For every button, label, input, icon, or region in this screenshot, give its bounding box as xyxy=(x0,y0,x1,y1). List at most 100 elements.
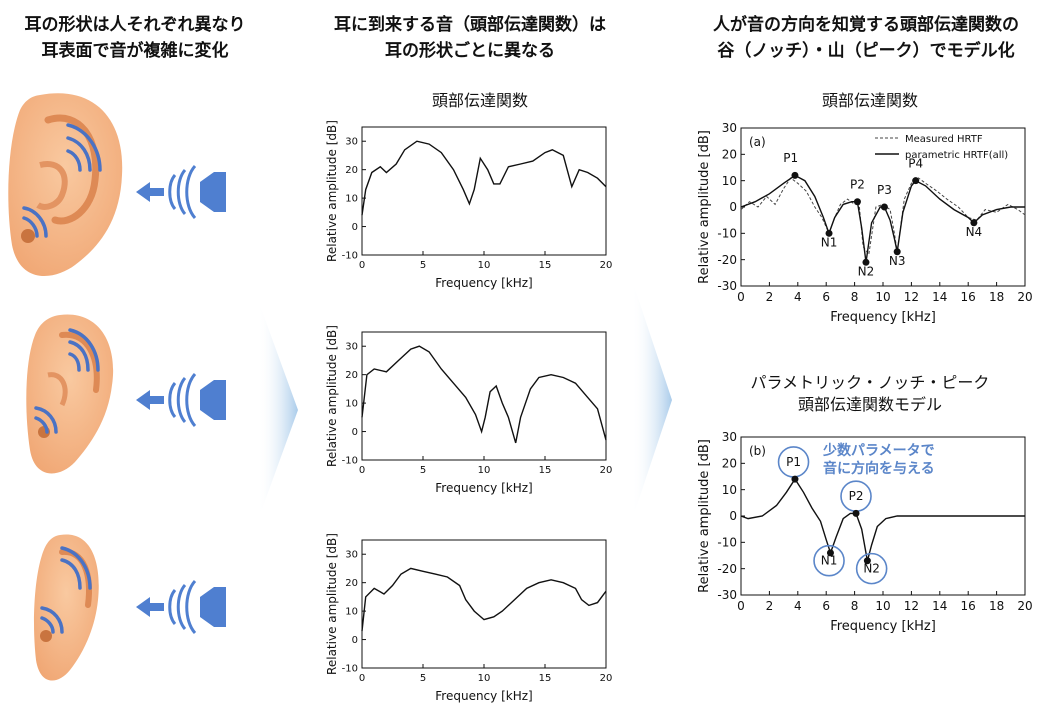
panel-label: (a) xyxy=(749,135,766,149)
x-tick-label: 4 xyxy=(794,290,802,304)
x-tick-label: 10 xyxy=(478,673,491,684)
y-tick-label: 20 xyxy=(345,165,358,176)
panel-label: (b) xyxy=(749,444,766,458)
point-marker xyxy=(880,203,888,211)
right-bottom-subhead-line1: パラメトリック・ノッチ・ピーク xyxy=(750,373,990,392)
point-highlight-circle xyxy=(813,544,845,577)
x-tick-label: 15 xyxy=(539,673,552,684)
right-heading-line1: 人が音の方向を知覚する頭部伝達関数の xyxy=(713,15,1019,35)
point-label: N4 xyxy=(966,225,983,239)
x-tick-label: 10 xyxy=(875,599,890,613)
point-marker xyxy=(852,509,860,517)
legend-entry: Measured HRTF xyxy=(905,134,983,145)
point-label: N2 xyxy=(858,264,875,278)
x-tick-label: 5 xyxy=(420,260,426,271)
series-line xyxy=(361,567,607,632)
x-tick-label: 0 xyxy=(359,465,365,476)
y-tick-label: 30 xyxy=(722,430,737,444)
point-label: N1 xyxy=(821,554,838,568)
y-tick-label: 20 xyxy=(722,457,737,471)
point-marker xyxy=(912,177,920,185)
right-top-subhead: 頭部伝達関数 xyxy=(821,91,918,110)
x-tick-label: 20 xyxy=(600,673,613,684)
point-marker xyxy=(791,171,799,179)
x-tick-label: 16 xyxy=(961,599,976,613)
x-tick-label: 20 xyxy=(600,465,613,476)
point-marker xyxy=(893,248,901,256)
y-tick-label: -10 xyxy=(717,536,737,550)
x-tick-label: 4 xyxy=(794,599,802,613)
y-axis-label: Relative amplitude [dB] xyxy=(325,533,339,675)
x-tick-label: 0 xyxy=(359,673,365,684)
x-tick-label: 18 xyxy=(989,599,1004,613)
x-tick-label: 20 xyxy=(1017,599,1032,613)
y-tick-label: 0 xyxy=(729,200,737,214)
x-tick-label: 10 xyxy=(478,260,491,271)
y-tick-label: 0 xyxy=(352,635,358,646)
x-tick-label: 2 xyxy=(766,599,774,613)
x-axis-label: Frequency [kHz] xyxy=(830,619,936,634)
chart-right-b: 0 2 4 6 8 10 12 14 16 18 20 -30 -20 -10 0 10 20 30 Frequen… xyxy=(697,430,1033,634)
series-line xyxy=(740,477,1025,561)
point-marker xyxy=(853,198,861,206)
point-label: N2 xyxy=(863,562,880,576)
y-axis-label: Relative amplitude [dB] xyxy=(697,439,712,593)
x-tick-label: 5 xyxy=(420,465,426,476)
y-tick-label: 20 xyxy=(345,578,358,589)
point-marker xyxy=(825,229,833,237)
left-heading-line2: 耳表面で音が複雑に変化 xyxy=(41,41,229,61)
annotation-text: 少数パラメータで xyxy=(822,442,935,459)
y-tick-label: 30 xyxy=(345,137,358,148)
y-tick-label: 0 xyxy=(729,509,737,523)
point-label: P2 xyxy=(850,178,865,192)
y-tick-label: 10 xyxy=(345,399,358,410)
x-tick-label: 10 xyxy=(875,290,890,304)
speaker-icon xyxy=(136,579,226,635)
x-tick-label: 12 xyxy=(904,290,919,304)
x-tick-label: 0 xyxy=(359,260,365,271)
y-tick-label: 30 xyxy=(722,121,737,135)
arrow-right-icon xyxy=(632,280,672,520)
point-marker xyxy=(791,475,799,483)
x-tick-label: 5 xyxy=(420,673,426,684)
middle-subhead: 頭部伝達関数 xyxy=(431,91,528,110)
y-tick-label: -10 xyxy=(342,456,358,467)
y-axis-label: Relative amplitude [dB] xyxy=(325,120,339,262)
x-tick-label: 18 xyxy=(989,290,1004,304)
point-marker xyxy=(862,258,870,266)
x-axis-label: Frequency [kHz] xyxy=(435,276,532,290)
x-tick-label: 20 xyxy=(600,260,613,271)
point-label: N1 xyxy=(821,236,838,250)
x-tick-label: 20 xyxy=(1017,290,1032,304)
x-tick-label: 12 xyxy=(904,599,919,613)
y-tick-label: -10 xyxy=(342,251,358,262)
y-axis-label: Relative amplitude [dB] xyxy=(325,325,339,467)
ear-icon xyxy=(8,93,123,277)
x-axis-label: Frequency [kHz] xyxy=(435,689,532,703)
speaker-icon xyxy=(136,164,226,220)
point-marker xyxy=(826,549,834,557)
point-label: P3 xyxy=(877,183,892,197)
right-bottom-subhead: パラメトリック・ノッチ・ピーク 頭部伝達関数モデル xyxy=(720,372,1020,416)
left-heading-line1: 耳の形状は人それぞれ異なり xyxy=(24,15,246,35)
x-tick-label: 6 xyxy=(822,599,830,613)
right-bottom-subhead-line2: 頭部伝達関数モデル xyxy=(797,395,942,414)
y-tick-label: 30 xyxy=(345,550,358,561)
y-tick-label: -10 xyxy=(342,664,358,675)
ear-icon xyxy=(26,314,114,474)
x-tick-label: 0 xyxy=(737,290,745,304)
y-tick-label: -20 xyxy=(717,253,737,267)
y-tick-label: -30 xyxy=(717,279,737,293)
left-heading: 耳の形状は人それぞれ異なり 耳表面で音が複雑に変化 xyxy=(0,12,270,64)
x-tick-label: 16 xyxy=(961,290,976,304)
plot-frame xyxy=(361,539,607,669)
series-line xyxy=(361,345,607,444)
y-tick-label: 10 xyxy=(722,483,737,497)
x-axis-label: Frequency [kHz] xyxy=(830,310,936,325)
x-tick-label: 14 xyxy=(932,599,947,613)
y-tick-label: 10 xyxy=(345,607,358,618)
right-heading: 人が音の方向を知覚する頭部伝達関数の 谷（ノッチ）・山（ピーク）でモデル化 xyxy=(680,12,1052,64)
x-tick-label: 15 xyxy=(539,260,552,271)
series-line xyxy=(740,174,1025,263)
